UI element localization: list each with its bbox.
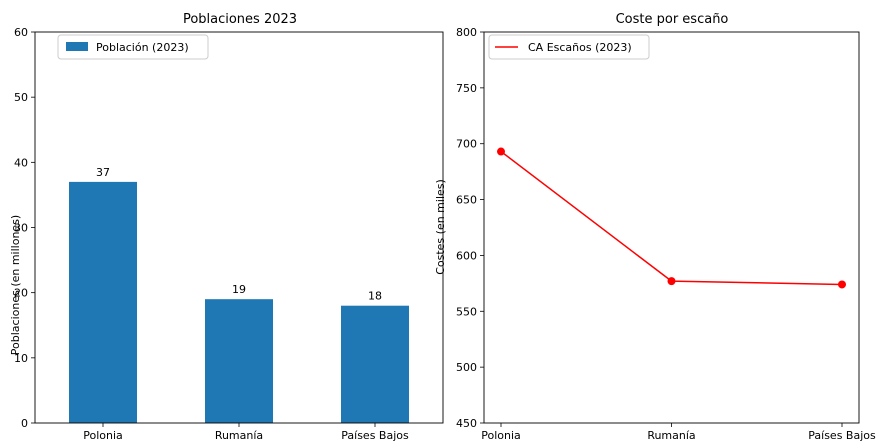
cost-y-tick-label: 450 [456,417,477,430]
cost-chart-title: Coste por escaño [616,12,729,27]
cost-chart: Coste por escaño Costes (en miles) 450 50… [434,12,876,442]
cost-y-tick-label: 600 [456,249,477,262]
population-y-tick-label: 40 [14,156,28,169]
population-y-tick-label: 0 [21,417,28,430]
cost-legend-box [488,34,650,60]
cost-point [838,280,846,289]
cost-plot-frame [483,31,860,424]
population-y-tick-label: 50 [14,91,28,104]
cost-y-tick-label: 500 [456,361,477,374]
cost-legend-label: CA Escaños (2023) [528,41,632,54]
population-legend-box [57,34,209,60]
population-plot-frame [34,31,444,424]
cost-y-axis-label: Costes (en miles) [434,179,447,275]
population-data-labels: 37 19 18 [96,166,382,303]
population-bar-value-label: 19 [232,283,246,296]
cost-y-tick-label: 550 [456,305,477,318]
cost-y-tick-label: 800 [456,26,477,39]
cost-y-tick-label: 750 [456,82,477,95]
cost-y-tick-label: 650 [456,194,477,207]
population-bars [69,181,409,423]
population-y-tick-label: 30 [14,222,28,235]
cost-y-ticks: 450 500 550 600 650 700 750 800 [456,26,484,430]
cost-series [497,147,846,289]
population-y-tick-label: 20 [14,287,28,300]
population-y-axis-label: Poblaciones (en millones) [9,215,22,355]
population-bar [69,181,137,423]
population-y-tick-label: 10 [14,352,28,365]
population-x-tick-label: Países Bajos [341,429,409,442]
population-legend: Población (2023) [57,34,209,60]
population-chart: Poblaciones 2023 Poblaciones (en millone… [9,12,444,442]
cost-x-tick-label: Países Bajos [808,429,876,442]
population-bar-value-label: 18 [368,290,382,303]
cost-x-tick-label: Rumanía [647,429,695,442]
cost-point [667,277,676,286]
population-bar [205,299,273,423]
population-y-ticks: 0 10 20 30 40 50 60 [14,26,35,430]
population-chart-title: Poblaciones 2023 [183,12,297,27]
cost-x-ticks: Polonia Rumanía Países Bajos [481,423,876,442]
cost-series-line [500,150,843,286]
population-x-tick-label: Polonia [83,429,123,442]
population-x-ticks: Polonia Rumanía Países Bajos [83,423,409,442]
population-y-tick-label: 60 [14,26,28,39]
cost-y-tick-label: 700 [456,138,477,151]
cost-x-tick-label: Polonia [481,429,521,442]
cost-point [497,147,505,156]
cost-legend: CA Escaños (2023) [488,34,650,60]
population-bar-value-label: 37 [96,166,110,179]
population-bar [341,305,409,423]
population-legend-label: Población (2023) [96,41,189,54]
population-x-tick-label: Rumanía [215,429,263,442]
population-legend-swatch [66,42,88,51]
